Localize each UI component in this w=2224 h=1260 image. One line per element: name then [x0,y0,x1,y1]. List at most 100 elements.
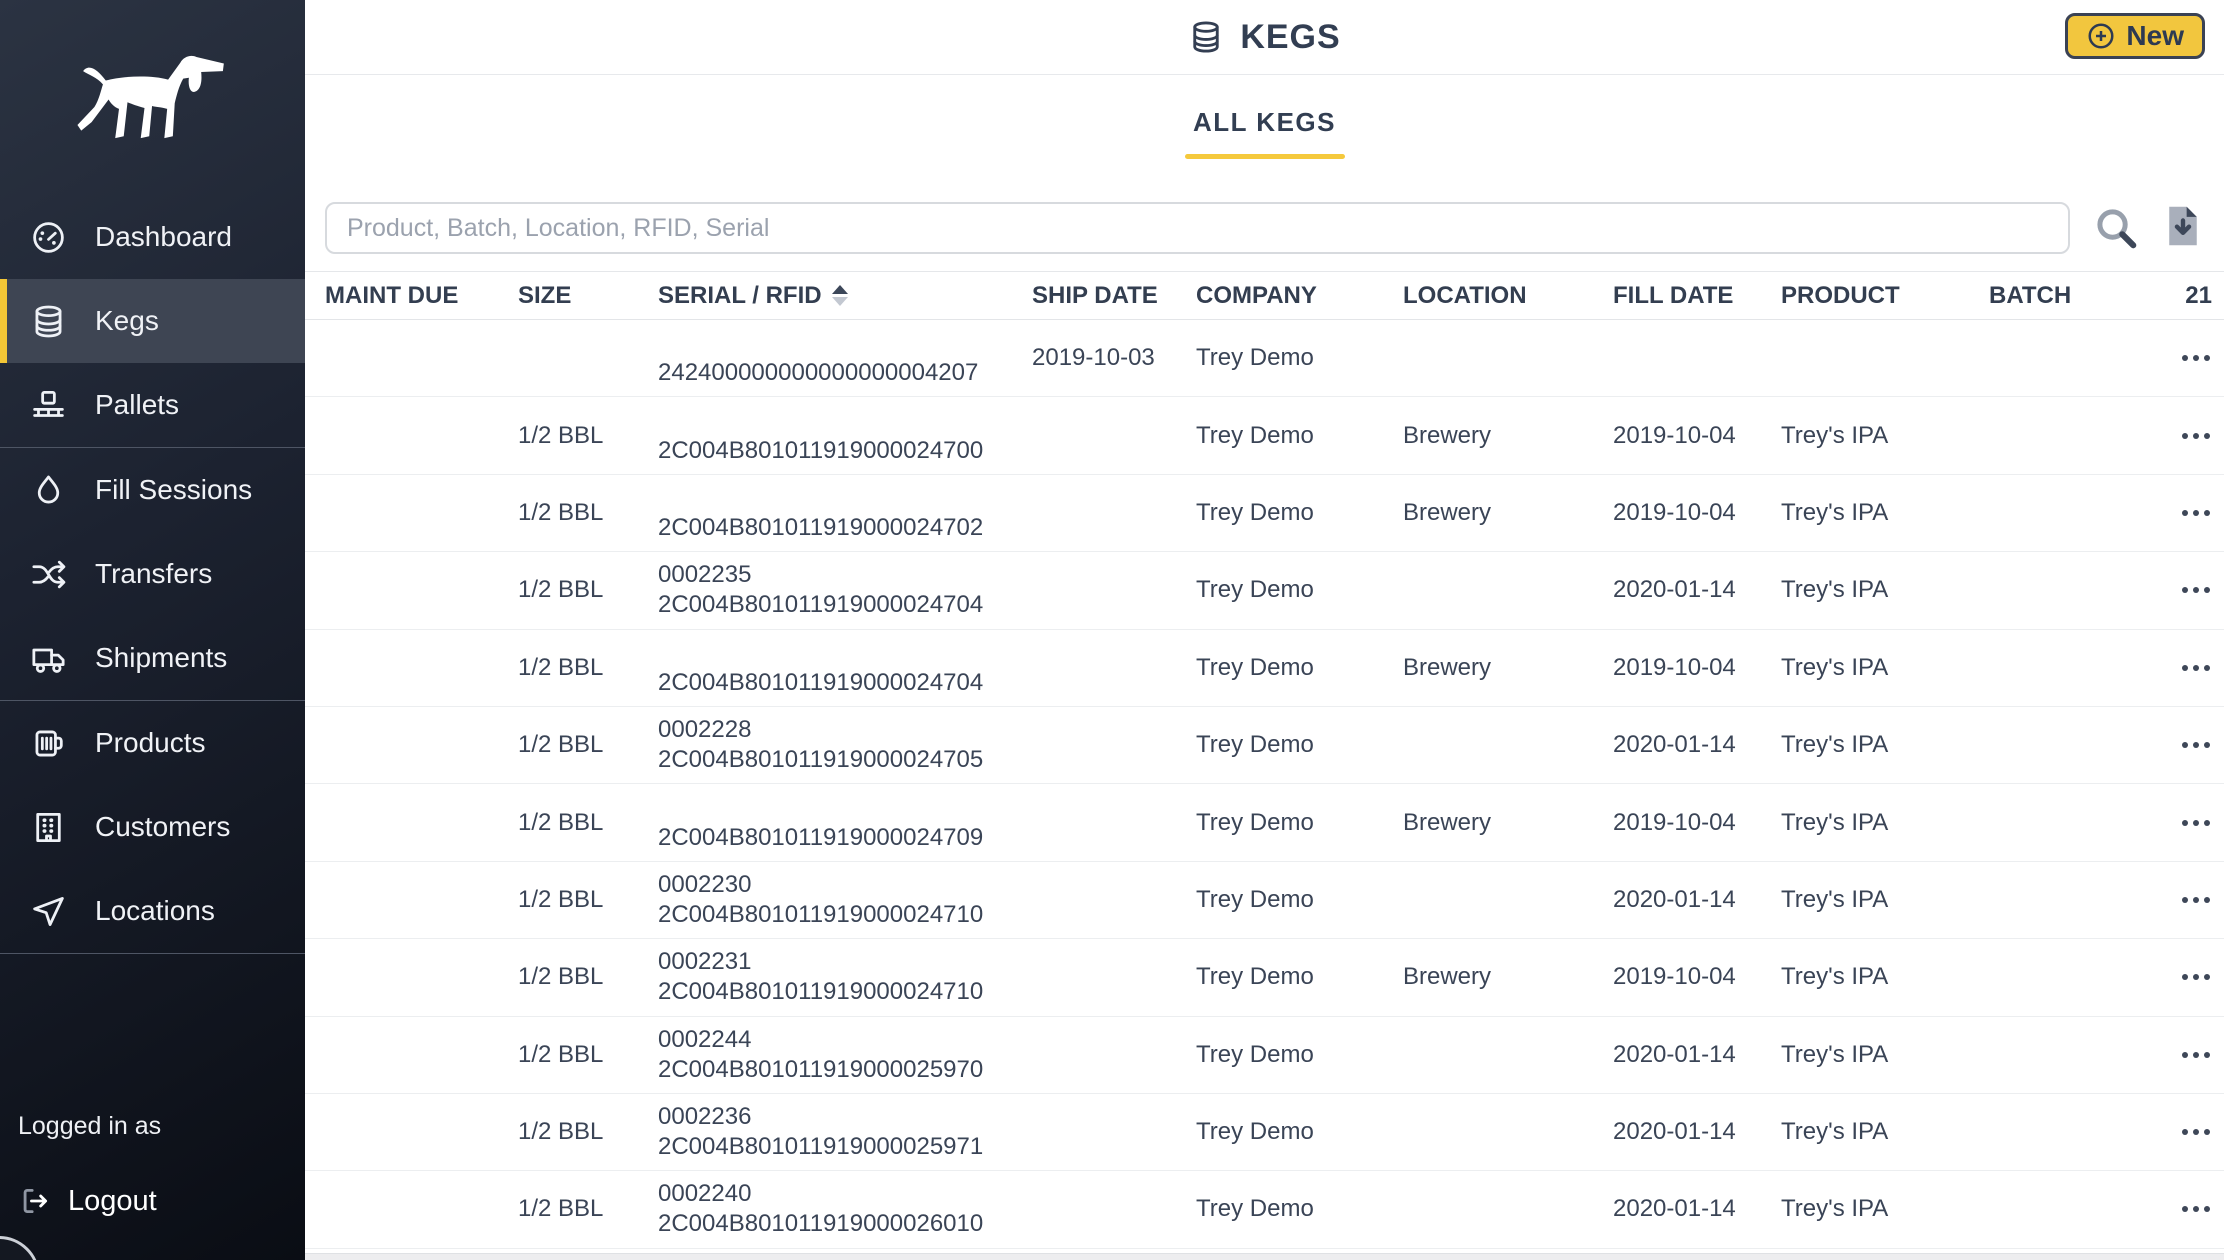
cell-serial-rfid: 2C004B801011919000024700 [658,406,1032,466]
column-header-company[interactable]: COMPANY [1196,282,1403,310]
sidebar-item-label: Fill Sessions [95,474,253,505]
sidebar-item-kegs[interactable]: Kegs [0,279,305,363]
rfid-number: 2C004B801011919000024710 [658,978,984,1006]
column-header-fill-date[interactable]: FILL DATE [1613,282,1781,310]
cell-size: 1/2 BBL [518,885,604,913]
row-menu-button[interactable] [2180,1123,2212,1141]
table-row[interactable]: 1/2 BBL 2C004B801011919000024700 Trey Demo… [305,397,2224,475]
cell-location: Brewery [1403,498,1492,526]
mug-icon [30,725,67,762]
row-menu-button[interactable] [2180,659,2212,677]
tab-label: ALL KEGS [1193,106,1336,137]
cell-size: 1/2 BBL [518,576,604,604]
horizontal-scrollbar-track[interactable] [305,1253,2224,1260]
column-header-label: PRODUCT [1781,281,1900,309]
sidebar-item-transfers[interactable]: Transfers [0,532,305,616]
serial-number: 0002235 [658,561,752,589]
table-header-row: MAINT DUE SIZE SERIAL / RFID SHIP DATE COMPA… [305,272,2224,320]
cell-serial-rfid: 0002236 2C004B801011919000025971 [658,1102,1032,1162]
cell-fill-date: 2019-10-04 [1613,963,1736,991]
sidebar-item-fill-sessions[interactable]: Fill Sessions [0,448,305,532]
table-row[interactable]: 1/2 BBL 0002244 2C004B801011919000025970 Tr… [305,1017,2224,1094]
cell-fill-date: 2019-10-04 [1613,653,1736,681]
truck-icon [30,640,67,677]
column-header-serial-rfid[interactable]: SERIAL / RFID [658,282,1032,310]
cell-actions [2179,1046,2212,1064]
row-menu-button[interactable] [2180,581,2212,599]
column-header-batch[interactable]: BATCH [1989,282,2179,310]
sidebar-item-customers[interactable]: Customers [0,785,305,869]
table-row[interactable]: 1/2 BBL 2C004B801011919000024704 Trey Demo… [305,630,2224,707]
table-row[interactable]: 1/2 BBL 0002240 2C004B801011919000026010 Tr… [305,1171,2224,1249]
table-row[interactable]: 1/2 BBL 0002235 2C004B801011919000024704 Tr… [305,552,2224,630]
row-menu-button[interactable] [2180,891,2212,909]
tab-bar: ALL KEGS [305,75,2224,190]
cell-company: Trey Demo [1196,498,1314,526]
sidebar-item-dashboard[interactable]: Dashboard [0,195,305,279]
column-header-label: SERIAL / RFID [658,281,822,309]
search-input[interactable] [325,202,2070,254]
table-row[interactable]: 1/2 BBL 2C004B801011919000024709 Trey Demo… [305,784,2224,862]
column-header-product[interactable]: PRODUCT [1781,282,1989,310]
sidebar-item-label: Products [95,727,206,758]
column-header-size[interactable]: SIZE [518,282,658,310]
table-row[interactable]: 1/2 BBL 0002228 2C004B801011919000024705 Tr… [305,707,2224,785]
cell-company: Trey Demo [1196,963,1314,991]
row-menu-button[interactable] [2180,968,2212,986]
sort-arrows-icon [831,285,848,306]
row-menu-button[interactable] [2180,736,2212,754]
pallet-icon [30,387,67,424]
cell-size: 1/2 BBL [518,653,604,681]
cell-actions [2179,427,2212,445]
cell-serial-rfid: 0002240 2C004B801011919000026010 [658,1179,1032,1239]
serial-number [658,483,1032,513]
sidebar-item-products[interactable]: Products [0,701,305,785]
row-menu-button[interactable] [2180,814,2212,832]
sidebar-item-pallets[interactable]: Pallets [0,363,305,447]
table-row[interactable]: 242400000000000000004207 2019-10-03 Trey D… [305,320,2224,398]
search-toolbar [305,190,2224,272]
building-icon [30,809,67,846]
table-row[interactable]: 1/2 BBL 0002231 2C004B801011919000024710 Tr… [305,939,2224,1017]
cell-size: 1/2 BBL [518,1195,604,1223]
cell-product: Trey's IPA [1781,808,1889,836]
table-row[interactable]: 1/2 BBL 2C004B801011919000024702 Trey Demo… [305,475,2224,553]
logout-label: Logout [68,1184,157,1217]
tab-all-kegs[interactable]: ALL KEGS [1184,106,1345,159]
table-row[interactable]: 1/2 BBL 0002236 2C004B801011919000025971 Tr… [305,1094,2224,1172]
cell-serial-rfid: 2C004B801011919000024702 [658,483,1032,543]
sidebar-item-shipments[interactable]: Shipments [0,616,305,700]
column-header-ship-date[interactable]: SHIP DATE [1032,282,1196,310]
row-menu-button[interactable] [2180,1200,2212,1218]
cell-serial-rfid: 0002230 2C004B801011919000024710 [658,870,1032,930]
cell-company: Trey Demo [1196,885,1314,913]
active-tab-underline [1184,153,1345,159]
cell-company: Trey Demo [1196,576,1314,604]
table-body: 242400000000000000004207 2019-10-03 Trey D… [305,320,2224,1249]
cell-fill-date: 2020-01-14 [1613,731,1736,759]
cell-company: Trey Demo [1196,344,1314,372]
sidebar-item-locations[interactable]: Locations [0,869,305,953]
search-button[interactable] [2093,205,2139,251]
sidebar: Dashboard Kegs Pallets Fill Sessions Transfe… [0,0,305,1260]
row-count: 21 [2185,281,2212,309]
chat-widget-bubble[interactable] [0,1236,40,1260]
column-header-location[interactable]: LOCATION [1403,282,1613,310]
logout-button[interactable]: Logout [18,1184,157,1218]
file-download-icon [2169,206,2197,246]
new-keg-button[interactable]: New [2065,13,2205,59]
cell-size: 1/2 BBL [518,421,604,449]
table-row[interactable]: 1/2 BBL 0002230 2C004B801011919000024710 Tr… [305,862,2224,940]
column-header-maint-due[interactable]: MAINT DUE [325,282,518,310]
search-icon [2097,209,2137,249]
row-menu-button[interactable] [2180,349,2212,367]
serial-number: 0002236 [658,1103,752,1131]
cell-size: 1/2 BBL [518,731,604,759]
cell-fill-date: 2019-10-04 [1613,498,1736,526]
row-menu-button[interactable] [2180,1046,2212,1064]
column-header-label: BATCH [1989,281,2072,309]
row-menu-button[interactable] [2180,427,2212,445]
export-download-button[interactable] [2161,202,2205,250]
row-menu-button[interactable] [2180,504,2212,522]
